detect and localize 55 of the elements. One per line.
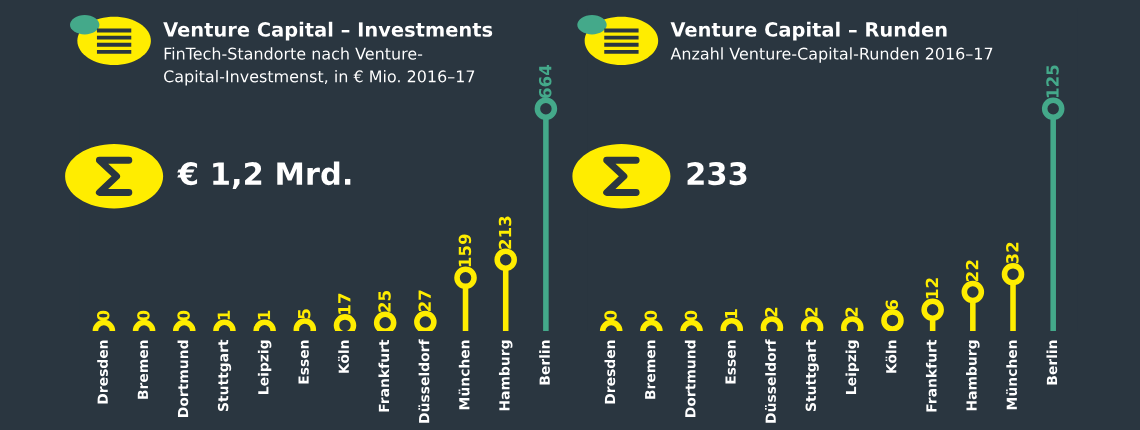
x-tick-label: Dresden xyxy=(604,340,616,404)
x-tick-label: Berlin xyxy=(539,340,550,385)
data-label: 2 xyxy=(845,307,858,317)
chart-title: Venture Capital – Investments xyxy=(163,21,493,41)
data-label: 1 xyxy=(217,310,230,320)
data-label: 17 xyxy=(338,293,351,314)
data-label: 0 xyxy=(177,310,190,321)
annotation: € 1,2 Mrd. xyxy=(177,161,351,190)
x-tick-label: Dortmund xyxy=(684,340,696,417)
data-label: 6 xyxy=(885,300,899,310)
x-tick-label: München xyxy=(458,340,470,410)
x-tick-label: Düsseldorf xyxy=(765,339,776,423)
data-label: 2 xyxy=(805,307,818,317)
data-label: 213 xyxy=(498,216,512,249)
data-label: 0 xyxy=(604,310,617,321)
x-tick-label: Frankfurt xyxy=(925,339,937,412)
x-tick-label: Leipzig xyxy=(845,340,860,394)
data-label: 27 xyxy=(418,290,431,312)
data-label: 0 xyxy=(137,310,150,321)
x-tick-label: München xyxy=(1006,340,1018,410)
data-label: 1 xyxy=(257,310,271,320)
data-label: 5 xyxy=(298,309,311,319)
data-label: 2 xyxy=(764,307,778,317)
chart-title: Venture Capital – Runden xyxy=(670,21,947,41)
data-label: 664 xyxy=(538,64,552,98)
chart-subtitle: Anzahl Venture-Capital-Runden 2016–17 xyxy=(670,47,993,63)
data-label: 12 xyxy=(925,278,939,299)
data-label: 1 xyxy=(725,309,738,318)
x-tick-label: Hamburg xyxy=(498,340,513,411)
data-label: 22 xyxy=(965,260,979,281)
point xyxy=(1041,97,1065,120)
x-tick-label: Dortmund xyxy=(177,340,189,417)
x-tick-label: Bremen xyxy=(137,340,149,399)
x-tick-label: Stuttgart xyxy=(805,339,819,412)
x-tick-label: Frankfurt xyxy=(378,339,390,412)
data-label: 0 xyxy=(96,310,110,321)
x-tick-label: Bremen xyxy=(645,340,656,399)
x-tick-label: Köln xyxy=(338,340,350,373)
data-label: 25 xyxy=(378,291,391,312)
x-tick-label: Berlin xyxy=(1046,340,1058,385)
annotation: 233 xyxy=(687,162,747,186)
data-label: 0 xyxy=(644,310,658,321)
x-tick-label: Leipzig xyxy=(257,340,272,394)
data-label: 159 xyxy=(458,234,472,267)
data-label: 32 xyxy=(1006,242,1019,264)
x-tick-label: Düsseldorf xyxy=(418,339,430,423)
x-tick-label: Köln xyxy=(885,340,897,373)
x-tick-label: Hamburg xyxy=(966,340,980,411)
data-label: 125 xyxy=(1046,65,1059,98)
x-tick-label: Stuttgart xyxy=(217,339,232,412)
x-tick-label: Essen xyxy=(725,340,736,384)
x-tick-label: Dresden xyxy=(97,340,108,404)
data-label: 0 xyxy=(684,310,698,321)
chart-subtitle: FinTech-Standorte nach Venture- Capital-Investmenst, in € Mio. 2016–17 xyxy=(164,47,475,86)
x-tick-label: Essen xyxy=(298,340,309,384)
